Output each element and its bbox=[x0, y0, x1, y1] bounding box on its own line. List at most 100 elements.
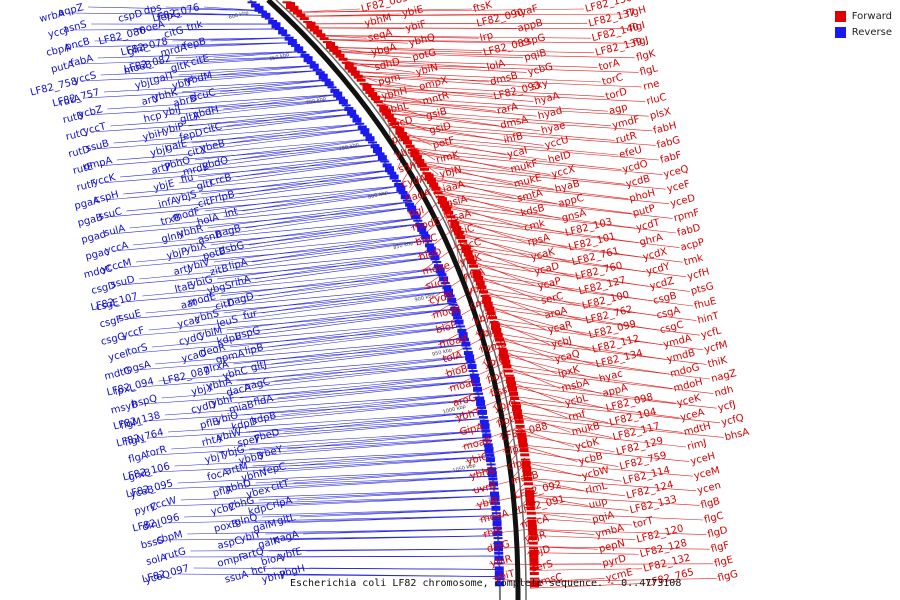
forward-gene-line bbox=[359, 83, 605, 97]
forward-gene-line bbox=[338, 58, 486, 68]
forward-gene-label: pyrD bbox=[601, 553, 627, 570]
reverse-gene-label: citG bbox=[163, 25, 185, 41]
reverse-feature-block bbox=[491, 512, 501, 515]
forward-feature-block bbox=[440, 201, 450, 208]
forward-gene-label: ybjN bbox=[438, 164, 463, 180]
reverse-gene-line bbox=[190, 548, 504, 552]
forward-gene-line bbox=[406, 147, 510, 170]
reverse-feature-block bbox=[451, 310, 461, 317]
reverse-gene-line bbox=[107, 93, 342, 110]
forward-feature-block bbox=[497, 347, 507, 350]
forward-gene-line bbox=[388, 121, 503, 141]
reverse-feature-block bbox=[492, 516, 502, 521]
forward-gene-line bbox=[516, 500, 526, 511]
reverse-gene-label: pflA bbox=[212, 484, 234, 499]
reverse-gene-label: ybjI bbox=[149, 144, 169, 159]
reverse-gene-label: flgA bbox=[127, 450, 149, 465]
reverse-feature-block bbox=[398, 191, 408, 195]
forward-gene-line bbox=[424, 258, 466, 287]
forward-feature-block bbox=[299, 17, 309, 21]
forward-feature-block bbox=[518, 442, 528, 448]
reverse-feature-block bbox=[489, 487, 499, 490]
forward-gene-label: uup bbox=[588, 496, 609, 511]
forward-feature-block bbox=[412, 154, 422, 161]
forward-gene-line bbox=[459, 243, 646, 273]
reverse-gene-line bbox=[116, 239, 432, 269]
reverse-gene-line bbox=[235, 153, 385, 178]
forward-gene-label: ycdX bbox=[642, 246, 669, 263]
forward-gene-label: flgI bbox=[628, 20, 646, 34]
reverse-feature-block bbox=[494, 570, 504, 577]
forward-gene-line bbox=[485, 546, 529, 550]
forward-gene-line bbox=[488, 317, 663, 346]
forward-gene-line bbox=[352, 75, 419, 88]
reverse-gene-label: ybjL bbox=[134, 76, 157, 92]
reverse-gene-label: pgac bbox=[84, 246, 110, 263]
reverse-gene-line bbox=[226, 417, 489, 439]
reverse-gene-label: bssS bbox=[140, 535, 165, 551]
forward-gene-line bbox=[523, 477, 697, 492]
forward-feature-block bbox=[527, 525, 537, 532]
forward-feature-block bbox=[486, 311, 496, 316]
reverse-gene-label: ybiX bbox=[184, 240, 208, 256]
reverse-gene-line bbox=[123, 169, 395, 195]
forward-gene-label: rimJ bbox=[686, 437, 708, 452]
reverse-gene-line bbox=[119, 153, 385, 178]
reverse-feature-block bbox=[477, 406, 487, 410]
forward-gene-label: ycdT bbox=[635, 217, 662, 234]
reverse-gene-line bbox=[152, 436, 492, 456]
reverse-feature-block bbox=[447, 297, 457, 303]
forward-gene-line bbox=[406, 147, 622, 170]
forward-feature-block bbox=[444, 210, 454, 215]
forward-gene-label: rlmL bbox=[584, 481, 609, 497]
reverse-feature-block bbox=[291, 43, 301, 47]
forward-gene-label: flgC bbox=[703, 510, 725, 525]
forward-gene-line bbox=[391, 125, 544, 146]
forward-gene-label: ybjK bbox=[459, 252, 483, 268]
forward-gene-label: ybjC bbox=[483, 354, 507, 370]
forward-feature-block bbox=[417, 163, 427, 168]
scale-tick-label: 900 kbp bbox=[414, 293, 435, 304]
reverse-gene-label: artJ bbox=[172, 263, 191, 278]
reverse-feature-block bbox=[490, 495, 500, 502]
forward-gene-line bbox=[525, 494, 588, 506]
forward-gene-line bbox=[433, 192, 673, 219]
reverse-gene-label: ybiY bbox=[239, 529, 263, 545]
forward-feature-block bbox=[525, 495, 535, 502]
forward-feature-block bbox=[483, 301, 493, 308]
reverse-gene-label: cbpA bbox=[45, 42, 72, 59]
forward-gene-line bbox=[521, 466, 622, 482]
forward-gene-label: flgD bbox=[706, 525, 729, 541]
reverse-gene-line bbox=[110, 108, 354, 127]
forward-gene-label: ybjO bbox=[476, 325, 501, 341]
forward-gene-label: flgF bbox=[710, 540, 731, 555]
forward-gene-label: hyad bbox=[537, 105, 564, 122]
forward-gene-line bbox=[465, 258, 649, 287]
forward-gene-label: bioB bbox=[445, 364, 469, 380]
reverse-gene-label: ltaE bbox=[174, 280, 195, 295]
forward-feature-block bbox=[515, 424, 525, 428]
reverse-feature-block bbox=[494, 566, 504, 571]
forward-gene-label: ycfH bbox=[686, 267, 710, 283]
forward-feature-block bbox=[362, 83, 372, 91]
reverse-gene-label: leuS bbox=[216, 314, 240, 330]
reverse-feature-block bbox=[465, 354, 475, 361]
reverse-feature-block bbox=[439, 276, 449, 282]
reverse-feature-block bbox=[407, 205, 417, 212]
reverse-gene-line bbox=[187, 528, 502, 535]
reverse-feature-block bbox=[445, 294, 455, 298]
reverse-gene-line bbox=[214, 344, 471, 371]
reverse-gene-line bbox=[193, 567, 504, 570]
forward-gene-label: flgL bbox=[639, 63, 660, 78]
forward-gene-label: ghrA bbox=[638, 232, 664, 248]
forward-gene-label: seqA bbox=[367, 27, 394, 44]
reverse-gene-line bbox=[232, 138, 375, 161]
reverse-feature-block bbox=[490, 491, 500, 496]
forward-gene-line bbox=[529, 563, 714, 565]
reverse-gene-line bbox=[290, 449, 494, 467]
reverse-gene-line bbox=[181, 79, 331, 93]
reverse-gene-line bbox=[226, 108, 354, 127]
reverse-feature-block bbox=[469, 373, 479, 378]
forward-gene-label: torC bbox=[601, 72, 624, 88]
forward-feature-block bbox=[526, 506, 536, 511]
